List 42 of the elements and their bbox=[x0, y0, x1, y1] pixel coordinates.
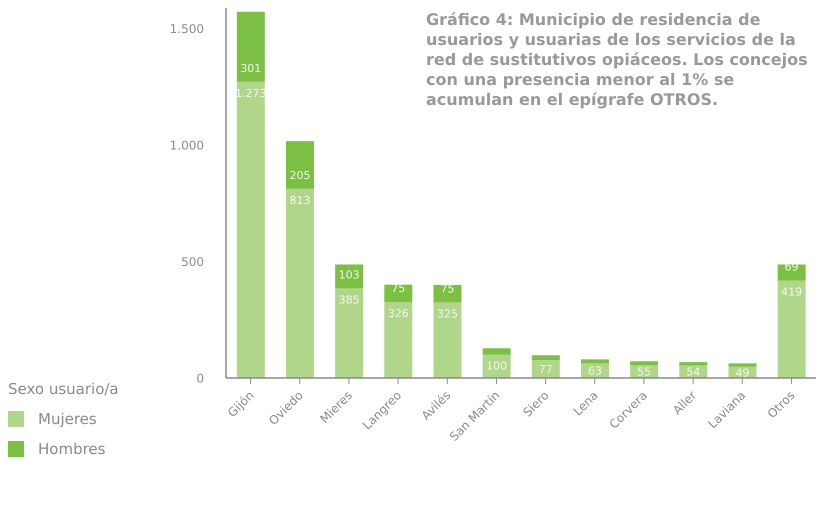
data-label: 77 bbox=[538, 363, 553, 376]
y-tick-label: 0 bbox=[196, 371, 204, 386]
bar bbox=[335, 288, 364, 378]
text: Gráfico 4: Municipio de residencia de usuarios y usuarias de los servicios de la red de sustitutivos opiáceos. Los concejos con una presencia menor al 1% se acumulan en el epígrafe OTROS. bbox=[426, 10, 809, 110]
bar bbox=[286, 141, 314, 189]
data-label: 419 bbox=[781, 285, 802, 298]
bar bbox=[532, 355, 560, 360]
bar bbox=[286, 188, 314, 378]
legend-label: Hombres bbox=[38, 440, 106, 458]
bar bbox=[236, 12, 265, 82]
data-label: 205 bbox=[289, 168, 310, 182]
bar bbox=[482, 348, 511, 355]
data-label: 75 bbox=[391, 282, 406, 296]
data-label: 385 bbox=[338, 293, 360, 306]
data-label: 301 bbox=[240, 62, 262, 75]
data-label: 49 bbox=[735, 366, 750, 380]
legend-label: Mujeres bbox=[38, 410, 97, 428]
bar bbox=[384, 302, 412, 378]
data-label: 100 bbox=[486, 360, 508, 373]
y-tick-label: 1.500 bbox=[170, 22, 204, 36]
bar bbox=[433, 284, 462, 302]
bar bbox=[778, 280, 806, 378]
data-label: 103 bbox=[338, 268, 360, 282]
data-label: 54 bbox=[686, 366, 700, 379]
data-label: 813 bbox=[289, 194, 310, 207]
bar bbox=[433, 302, 462, 378]
data-label: 75 bbox=[440, 282, 454, 296]
data-label: 63 bbox=[588, 364, 602, 378]
legend-title: Sexo usuario/a bbox=[8, 380, 120, 398]
bar bbox=[679, 362, 708, 366]
data-label: 55 bbox=[637, 366, 652, 379]
bar bbox=[728, 363, 756, 367]
bar bbox=[236, 82, 265, 378]
bar bbox=[630, 361, 658, 366]
data-label: 326 bbox=[388, 307, 409, 320]
y-tick-label: 500 bbox=[181, 254, 204, 269]
bar bbox=[532, 360, 560, 378]
data-label: 325 bbox=[436, 307, 458, 320]
bar bbox=[580, 359, 609, 364]
y-tick-label: 1.000 bbox=[170, 138, 204, 153]
data-label: 69 bbox=[784, 260, 799, 274]
bar bbox=[384, 284, 412, 302]
